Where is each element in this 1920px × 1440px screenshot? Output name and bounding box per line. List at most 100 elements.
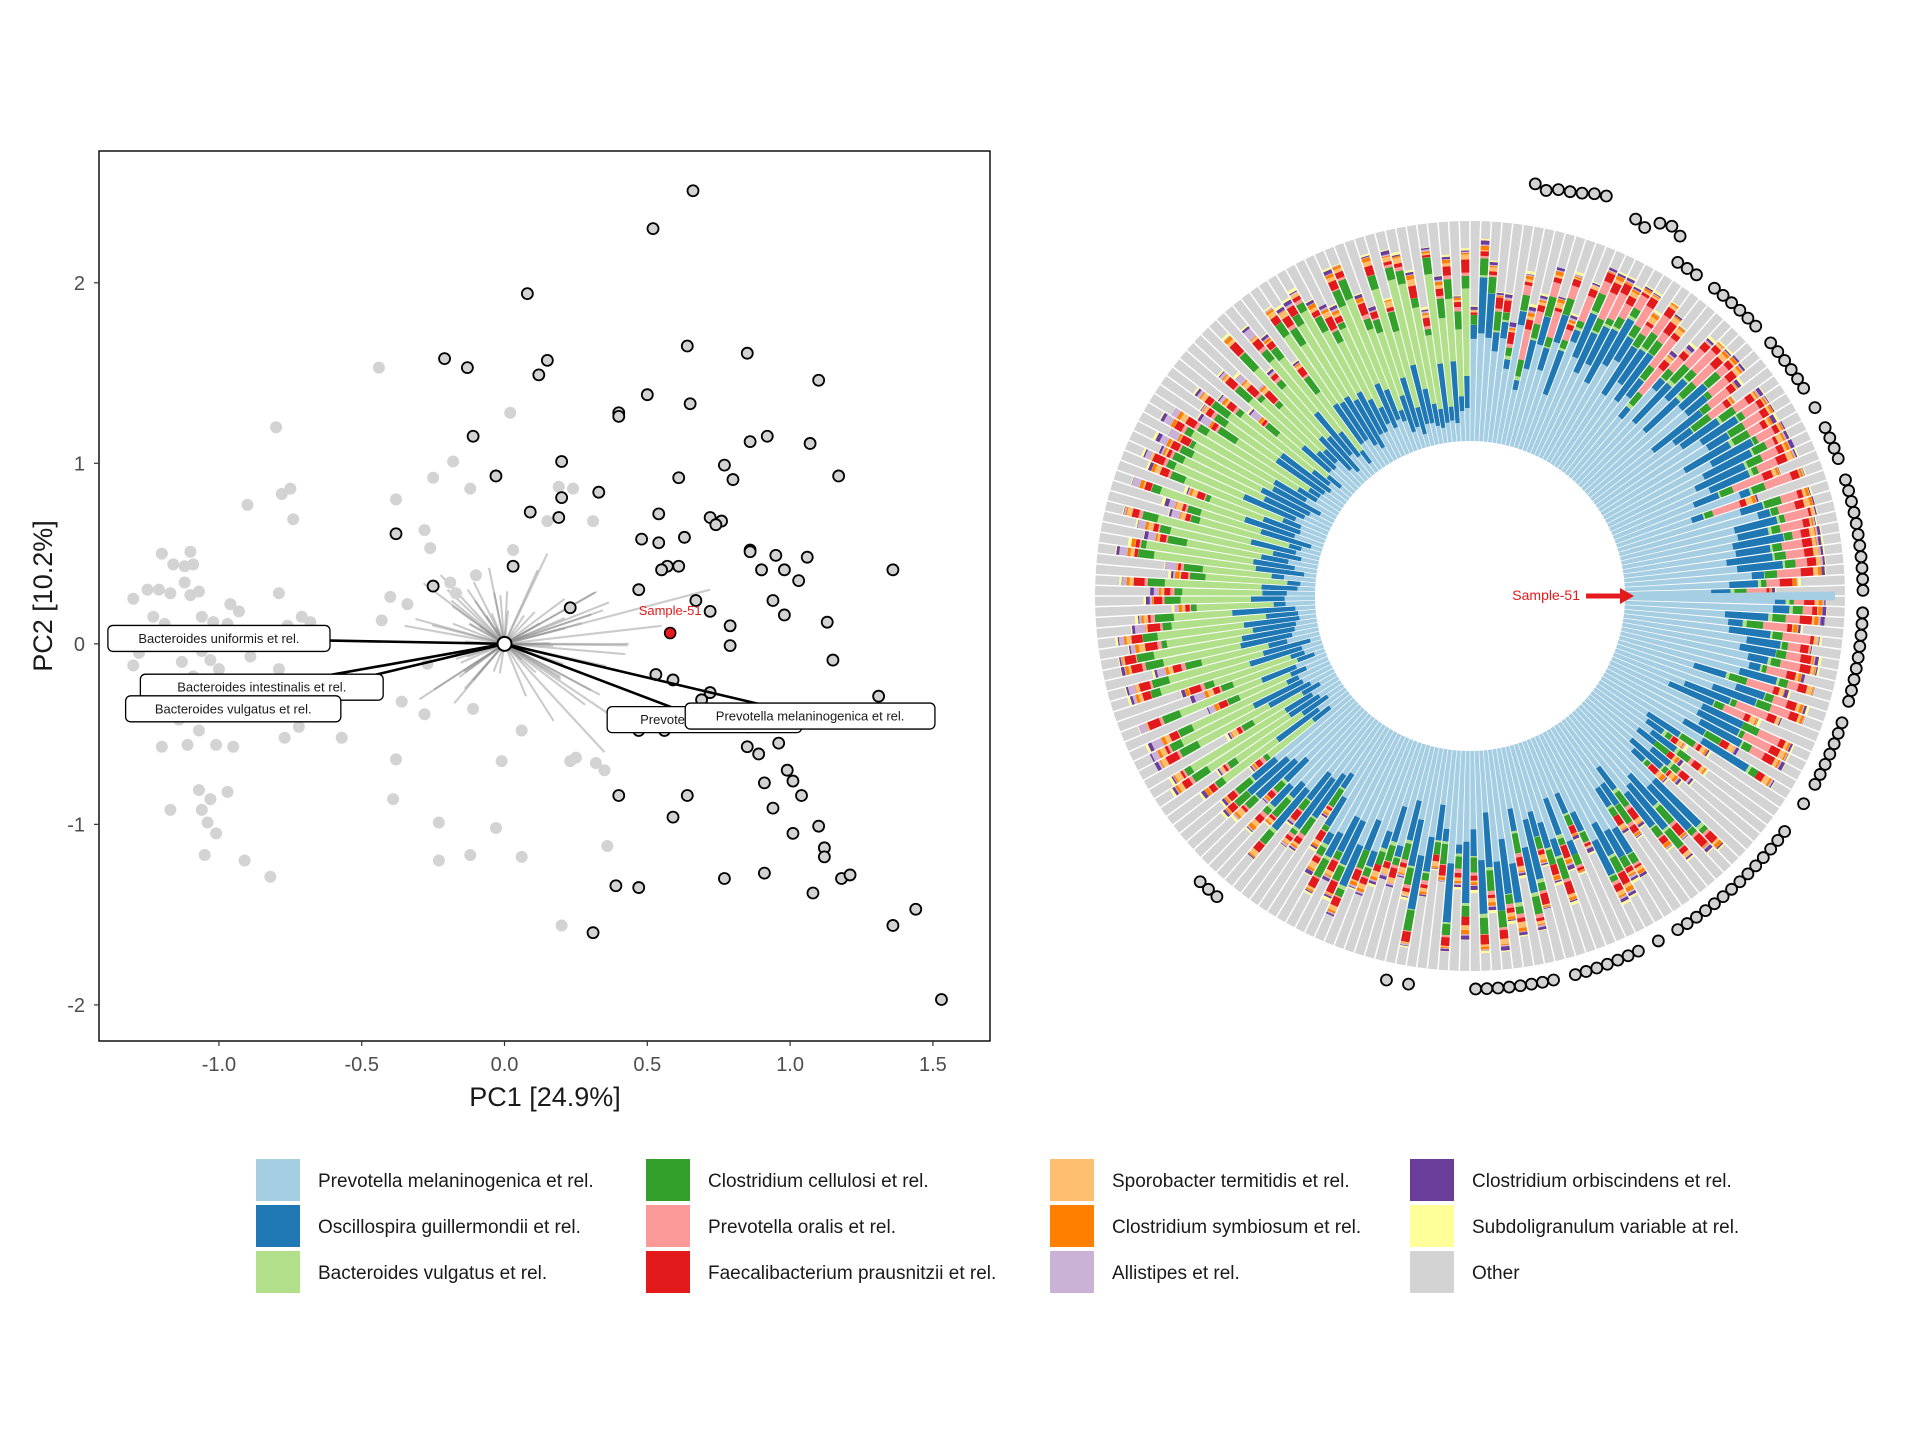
bar-segment	[1420, 306, 1429, 311]
bar-segment	[1635, 864, 1644, 872]
bar-segment	[1384, 844, 1396, 863]
bar-segment	[1296, 486, 1319, 503]
bar-segment	[1461, 903, 1470, 906]
bar-segment	[1252, 691, 1304, 725]
bar-segment	[1798, 715, 1805, 725]
bar-segment	[1149, 452, 1156, 461]
bar-segment	[1802, 705, 1808, 715]
sample-marker	[1671, 255, 1685, 269]
bar-segment	[1750, 495, 1757, 504]
bar-segment	[1675, 739, 1684, 748]
loading-line	[463, 643, 506, 672]
bar-segment	[1731, 382, 1738, 390]
grey-point	[504, 406, 517, 419]
bar-segment	[1762, 395, 1769, 404]
bar-segment	[1365, 885, 1393, 959]
bar-segment	[1591, 284, 1600, 288]
loading-line	[422, 582, 506, 645]
bar-segment	[1164, 745, 1171, 755]
bar-segment	[1767, 526, 1773, 535]
bar-segment	[1770, 403, 1776, 412]
bar-segment	[1792, 605, 1803, 615]
bar-segment	[1241, 843, 1286, 899]
grey-point	[587, 515, 600, 528]
highlight-point	[663, 626, 677, 640]
bar-segment	[1722, 704, 1746, 720]
bar-segment	[1272, 550, 1302, 562]
bar-segment	[1539, 297, 1548, 302]
bar-segment	[1730, 395, 1736, 403]
bar-segment	[1409, 364, 1430, 425]
bar-segment	[1820, 657, 1840, 670]
bar-segment	[1223, 797, 1230, 805]
bar-segment	[1364, 438, 1386, 468]
bar-segment	[1653, 292, 1662, 298]
bar-segment	[1544, 295, 1557, 318]
bar-segment	[1526, 738, 1573, 842]
bar-segment	[1230, 814, 1239, 823]
bar-segment	[1578, 397, 1669, 488]
bar-segment	[1535, 912, 1544, 919]
bar-segment	[1210, 400, 1232, 419]
bar-segment	[1637, 366, 1664, 396]
bar-segment	[1824, 617, 1845, 628]
bar-segment	[1609, 250, 1626, 271]
bar-segment	[1328, 482, 1350, 502]
bar-segment	[1169, 527, 1274, 556]
bar-segment	[1210, 400, 1216, 408]
bar-segment	[1438, 875, 1446, 878]
bar-segment	[1382, 860, 1392, 869]
bar-segment	[1194, 816, 1237, 857]
bar-segment	[1407, 818, 1425, 867]
bar-segment	[1261, 584, 1298, 591]
bar-segment	[1164, 734, 1173, 744]
bar-segment	[1183, 486, 1189, 495]
bar-segment	[1160, 376, 1204, 410]
sample-marker	[1568, 968, 1582, 982]
bar-segment	[1664, 769, 1670, 775]
bar-segment	[1345, 297, 1389, 391]
bar-segment	[1495, 297, 1504, 309]
bar-segment	[1624, 565, 1738, 583]
bar-segment	[1249, 847, 1260, 857]
grey-point	[469, 569, 482, 582]
sample-marker	[1590, 961, 1604, 975]
bar-segment	[1738, 498, 1748, 508]
bar-segment	[1229, 731, 1235, 739]
loading-line	[458, 643, 506, 678]
bar-segment	[1746, 422, 1764, 437]
bar-segment	[1258, 815, 1327, 912]
bar-segment	[1797, 673, 1803, 683]
bar-segment	[1275, 707, 1321, 743]
bar-segment	[1336, 815, 1361, 853]
bar-segment	[1649, 729, 1678, 753]
bar-segment	[1598, 680, 1649, 716]
bar-segment	[1178, 604, 1183, 613]
bar-segment	[1565, 323, 1575, 332]
bar-segment	[1293, 362, 1300, 367]
bar-segment	[1498, 838, 1513, 895]
bar-segment	[1757, 579, 1762, 588]
bar-segment	[1629, 291, 1639, 300]
bar-segment	[1538, 301, 1547, 307]
bar-segment	[1270, 345, 1277, 352]
bar-segment	[1625, 377, 1645, 399]
bar-segment	[1764, 394, 1771, 403]
bar-segment	[1229, 732, 1234, 739]
bar-segment	[1556, 833, 1564, 840]
bar-segment	[1799, 615, 1813, 625]
bar-segment	[1732, 533, 1785, 550]
bar-segment	[1561, 718, 1601, 769]
bar-segment	[1562, 877, 1571, 883]
bar-segment	[1191, 680, 1289, 731]
bar-segment	[1095, 575, 1120, 586]
bar-segment	[1176, 750, 1184, 759]
bar-segment	[1332, 264, 1341, 269]
bar-segment	[1645, 711, 1682, 738]
open-point	[757, 776, 771, 790]
bar-segment	[1631, 344, 1639, 350]
bar-segment	[1600, 676, 1704, 744]
bar-segment	[1779, 432, 1786, 442]
bar-segment	[1439, 843, 1449, 865]
bar-segment	[1523, 339, 1537, 370]
